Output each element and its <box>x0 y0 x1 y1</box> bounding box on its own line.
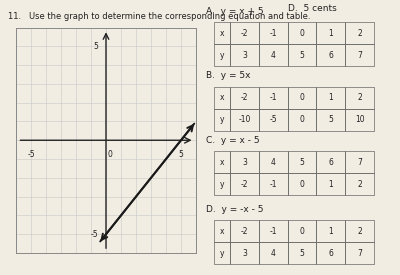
Text: C.  y = x - 5: C. y = x - 5 <box>206 136 260 145</box>
Text: 3: 3 <box>242 249 247 257</box>
Text: 2: 2 <box>357 227 362 235</box>
Text: x: x <box>220 29 224 37</box>
Text: 3: 3 <box>242 51 247 59</box>
Text: 6: 6 <box>328 158 333 167</box>
Text: 2: 2 <box>357 93 362 102</box>
Text: 5: 5 <box>300 249 304 257</box>
Text: 11.   Use the graph to determine the corresponding equation and table.: 11. Use the graph to determine the corre… <box>8 12 310 21</box>
Text: 3: 3 <box>242 158 247 167</box>
Text: 0: 0 <box>300 93 304 102</box>
Text: B.  y = 5x: B. y = 5x <box>206 72 250 81</box>
Text: x: x <box>220 93 224 102</box>
Text: 1: 1 <box>328 93 333 102</box>
Text: D.  y = -x - 5: D. y = -x - 5 <box>206 205 264 214</box>
Text: 5: 5 <box>178 150 184 159</box>
Text: 0: 0 <box>300 180 304 189</box>
Text: 1: 1 <box>328 227 333 235</box>
Text: y: y <box>220 51 224 59</box>
Text: -1: -1 <box>270 180 277 189</box>
Text: 5: 5 <box>94 42 98 51</box>
Text: 1: 1 <box>328 180 333 189</box>
Text: 6: 6 <box>328 249 333 257</box>
Text: -5: -5 <box>27 150 35 159</box>
Text: 5: 5 <box>300 158 304 167</box>
Text: 0: 0 <box>300 227 304 235</box>
Text: 7: 7 <box>357 249 362 257</box>
Text: 5: 5 <box>328 115 333 124</box>
Text: D.  5 cents: D. 5 cents <box>288 4 337 13</box>
Text: y: y <box>220 180 224 189</box>
Text: 4: 4 <box>271 249 276 257</box>
Text: x: x <box>220 158 224 167</box>
Text: -10: -10 <box>238 115 250 124</box>
Text: 4: 4 <box>271 51 276 59</box>
Text: 5: 5 <box>300 51 304 59</box>
Text: 1: 1 <box>328 29 333 37</box>
Text: -2: -2 <box>241 227 248 235</box>
Text: -2: -2 <box>241 93 248 102</box>
Text: -2: -2 <box>241 180 248 189</box>
Text: 0: 0 <box>300 29 304 37</box>
Text: -2: -2 <box>241 29 248 37</box>
Text: A.  y = x + 5: A. y = x + 5 <box>206 7 264 16</box>
Text: 4: 4 <box>271 158 276 167</box>
Text: 7: 7 <box>357 51 362 59</box>
Text: x: x <box>220 227 224 235</box>
Text: -5: -5 <box>91 230 98 239</box>
Text: 6: 6 <box>328 51 333 59</box>
Text: 0: 0 <box>300 115 304 124</box>
Text: y: y <box>220 249 224 257</box>
Text: 7: 7 <box>357 158 362 167</box>
Text: y: y <box>220 115 224 124</box>
Text: 0: 0 <box>107 150 112 159</box>
Text: -5: -5 <box>269 115 277 124</box>
Text: -1: -1 <box>270 93 277 102</box>
Text: 10: 10 <box>355 115 364 124</box>
Text: 2: 2 <box>357 180 362 189</box>
Text: -1: -1 <box>270 29 277 37</box>
Text: -1: -1 <box>270 227 277 235</box>
Text: 2: 2 <box>357 29 362 37</box>
